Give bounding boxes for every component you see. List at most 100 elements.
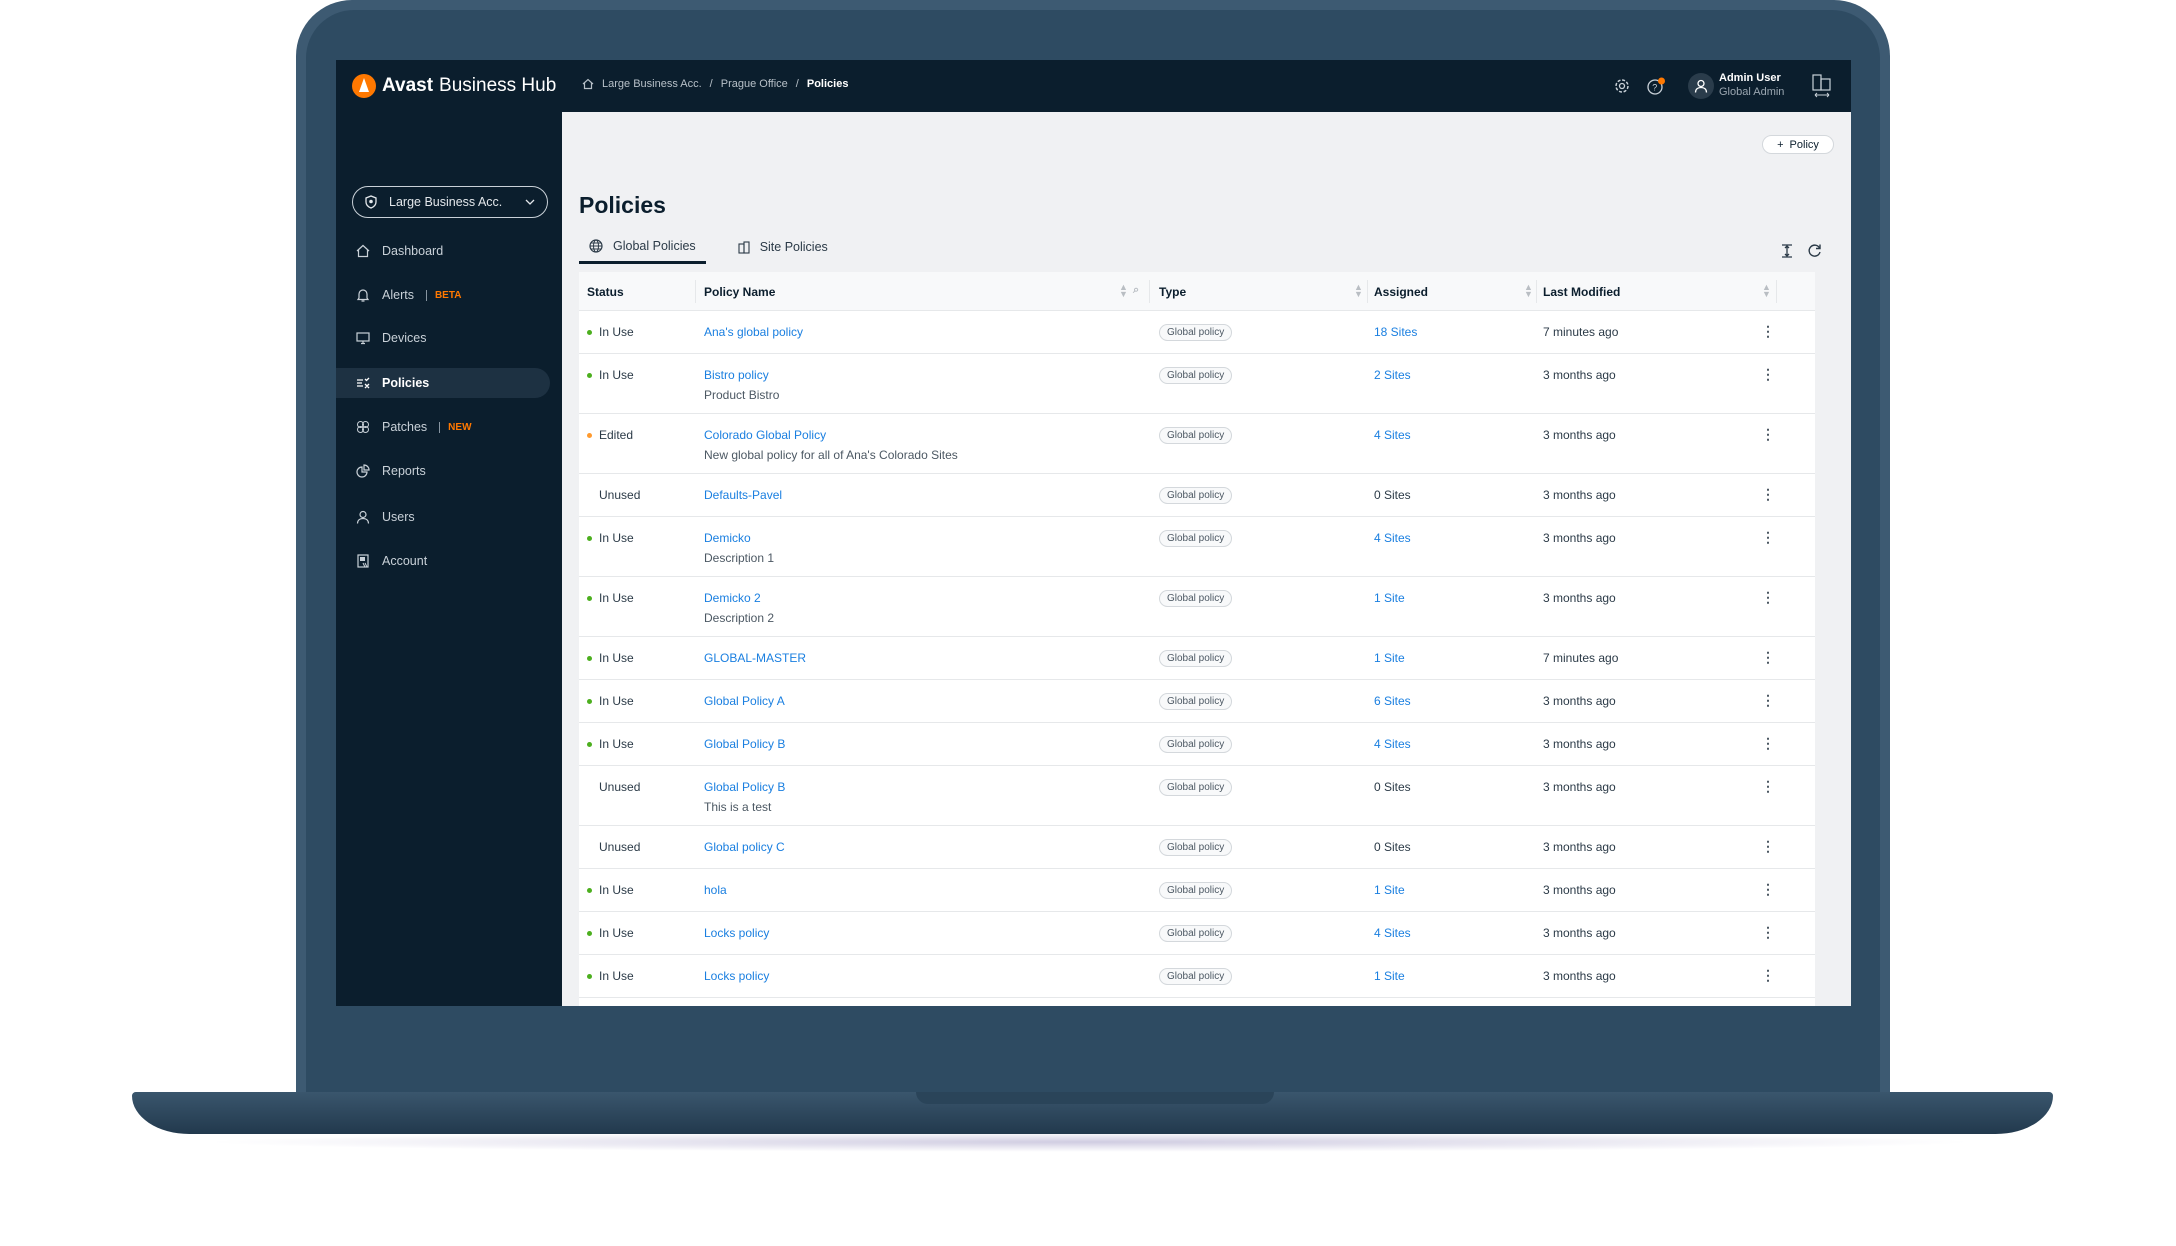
switch-company-icon[interactable]: [1812, 74, 1832, 98]
assigned-sites[interactable]: 1 Site: [1374, 651, 1405, 665]
sidebar-item-devices[interactable]: Devices: [336, 323, 550, 353]
search-icon[interactable]: ⌕: [1133, 284, 1140, 296]
more-options-icon[interactable]: ⋮: [1761, 426, 1775, 442]
policy-name-link[interactable]: Demicko: [704, 531, 751, 545]
table-row[interactable]: In Use new bug Global policy 2 Sites 3 m…: [579, 998, 1815, 1006]
more-options-icon[interactable]: ⋮: [1761, 924, 1775, 940]
account-selector[interactable]: Large Business Acc.: [352, 186, 548, 218]
table-row[interactable]: In Use hola Global policy 1 Site 3 month…: [579, 869, 1815, 912]
assigned-sites[interactable]: 4 Sites: [1374, 428, 1411, 442]
sort-icon[interactable]: ▲ ▼: [1354, 282, 1363, 299]
policies-icon: [356, 376, 370, 390]
user-info[interactable]: Admin User Global Admin: [1719, 71, 1784, 99]
table-row[interactable]: In Use Demicko 2 Description 2 Global pol…: [579, 577, 1815, 637]
name-cell: GLOBAL-MASTER: [704, 651, 806, 665]
more-options-icon[interactable]: ⋮: [1761, 366, 1775, 382]
policy-name-link[interactable]: Locks policy: [704, 926, 770, 940]
policy-name-link[interactable]: Global Policy B: [704, 737, 786, 751]
avatar[interactable]: [1688, 73, 1714, 99]
sidebar-item-account[interactable]: Account: [336, 546, 550, 576]
table-row[interactable]: In Use Global Policy B Global policy 4 S…: [579, 723, 1815, 766]
refresh-icon[interactable]: [1807, 243, 1822, 258]
policy-name-link[interactable]: Ana's global policy: [704, 325, 804, 339]
assigned-sites[interactable]: 4 Sites: [1374, 737, 1411, 751]
column-assigned[interactable]: Assigned: [1374, 284, 1429, 299]
breadcrumb-site[interactable]: Prague Office: [720, 78, 788, 90]
sidebar-item-dashboard[interactable]: Dashboard: [336, 236, 550, 266]
sidebar-item-policies[interactable]: Policies: [336, 368, 550, 398]
assigned-sites[interactable]: 4 Sites: [1374, 926, 1411, 940]
column-policy-name[interactable]: Policy Name: [704, 284, 776, 299]
table-row[interactable]: In Use Demicko Description 1 Global polic…: [579, 517, 1815, 577]
last-modified: 3 months ago: [1543, 926, 1616, 940]
policy-name-link[interactable]: Demicko 2: [704, 591, 761, 605]
sort-icon[interactable]: ▲ ▼: [1119, 282, 1128, 299]
row-density-icon[interactable]: [1781, 244, 1793, 258]
sidebar-item-tag: NEW: [439, 421, 472, 433]
policy-name-link[interactable]: Global Policy A: [704, 694, 785, 708]
table-row[interactable]: In Use GLOBAL-MASTER Global policy 1 Sit…: [579, 637, 1815, 680]
sidebar-item-reports[interactable]: Reports: [336, 456, 550, 486]
more-options-icon[interactable]: ⋮: [1761, 692, 1775, 708]
more-options-icon[interactable]: ⋮: [1761, 649, 1775, 665]
table-row[interactable]: Unused Defaults-Pavel Global policy 0 Si…: [579, 474, 1815, 517]
assigned-sites[interactable]: 18 Sites: [1374, 325, 1418, 339]
assigned-sites[interactable]: 2 Sites: [1374, 368, 1411, 382]
column-last-modified[interactable]: Last Modified: [1543, 284, 1621, 299]
assigned-sites[interactable]: 1 Site: [1374, 969, 1405, 983]
table-row[interactable]: In Use Ana's global policy Global policy…: [579, 311, 1815, 354]
help-icon[interactable]: ?: [1647, 77, 1667, 95]
column-status[interactable]: Status: [587, 284, 624, 299]
assigned-sites[interactable]: 6 Sites: [1374, 694, 1411, 708]
logo[interactable]: Avast Business Hub: [352, 74, 556, 98]
more-options-icon[interactable]: ⋮: [1761, 967, 1775, 983]
shield-icon: [365, 195, 377, 209]
sidebar-item-patches[interactable]: Patches NEW: [336, 412, 550, 442]
sidebar-item-alerts[interactable]: Alerts BETA: [336, 280, 550, 310]
more-options-icon[interactable]: ⋮: [1761, 838, 1775, 854]
type-cell: Global policy: [1159, 487, 1233, 504]
add-policy-button[interactable]: + Policy: [1762, 135, 1834, 154]
last-modified: 7 minutes ago: [1543, 325, 1619, 339]
column-type[interactable]: Type: [1159, 284, 1187, 299]
sidebar-item-users[interactable]: Users: [336, 502, 550, 532]
policy-name-link[interactable]: Defaults-Pavel: [704, 488, 783, 502]
more-options-icon[interactable]: ⋮: [1761, 323, 1775, 339]
name-cell: hola: [704, 883, 727, 897]
policy-name-link[interactable]: Global policy C: [704, 840, 785, 854]
table-row[interactable]: In Use Locks policy Global policy 1 Site…: [579, 955, 1815, 998]
app-screen: Avast Business Hub Large Business Acc. / P…: [336, 60, 1851, 1006]
tab-site-policies[interactable]: Site Policies: [728, 230, 838, 264]
more-options-icon[interactable]: ⋮: [1761, 881, 1775, 897]
type-badge: Global policy: [1159, 779, 1233, 796]
policy-name-link[interactable]: Locks policy: [704, 969, 770, 983]
sort-icon[interactable]: ▲ ▼: [1524, 282, 1533, 299]
table-row[interactable]: In Use Locks policy Global policy 4 Site…: [579, 912, 1815, 955]
table-row[interactable]: Edited Colorado Global Policy New global …: [579, 414, 1815, 474]
assigned-sites[interactable]: 1 Site: [1374, 591, 1405, 605]
more-options-icon[interactable]: ⋮: [1761, 529, 1775, 545]
assigned-sites[interactable]: 1 Site: [1374, 883, 1405, 897]
status-dot: [587, 699, 592, 705]
policy-name-link[interactable]: Colorado Global Policy: [704, 428, 827, 442]
sort-icon[interactable]: ▲ ▼: [1762, 282, 1771, 299]
more-options-icon[interactable]: ⋮: [1761, 486, 1775, 502]
more-options-icon[interactable]: ⋮: [1761, 735, 1775, 751]
more-options-icon[interactable]: ⋮: [1761, 589, 1775, 605]
policy-name-link[interactable]: GLOBAL-MASTER: [704, 651, 807, 665]
breadcrumb-account[interactable]: Large Business Acc.: [602, 78, 702, 90]
name-cell: Global Policy A: [704, 694, 785, 708]
table-row[interactable]: Unused Global Policy B This is a test Glo…: [579, 766, 1815, 826]
home-icon[interactable]: [582, 78, 594, 90]
policy-name-link[interactable]: hola: [704, 883, 727, 897]
table-row[interactable]: Unused Global policy C Global policy 0 S…: [579, 826, 1815, 869]
more-options-icon[interactable]: ⋮: [1761, 778, 1775, 794]
policy-name-link[interactable]: Global Policy B: [704, 780, 786, 794]
table-row[interactable]: In Use Global Policy A Global policy 6 S…: [579, 680, 1815, 723]
gear-icon[interactable]: [1613, 77, 1631, 95]
tab-global-policies[interactable]: Global Policies: [579, 230, 706, 264]
assigned-sites[interactable]: 4 Sites: [1374, 531, 1411, 545]
policy-name-link[interactable]: Bistro policy: [704, 368, 769, 382]
table-row[interactable]: In Use Bistro policy Product Bistro Globa…: [579, 354, 1815, 414]
sidebar-item-label: Alerts: [382, 288, 414, 302]
